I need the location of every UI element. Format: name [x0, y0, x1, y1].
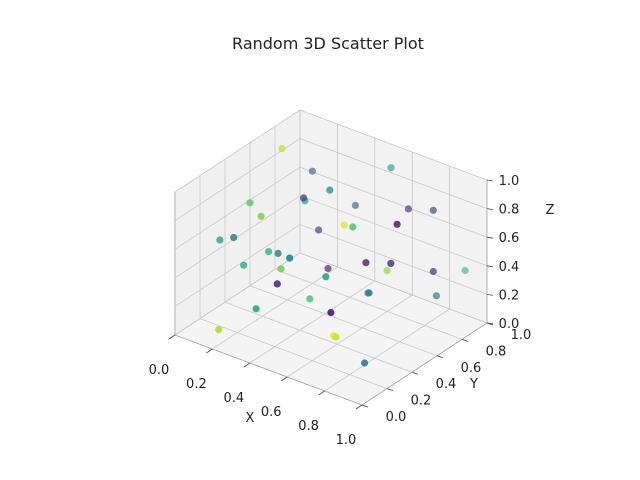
scatter-point [429, 206, 437, 214]
y-axis-label: Y [469, 377, 478, 392]
y-tick-mark [361, 404, 369, 408]
y-axis-line [361, 322, 488, 406]
x-axis-label: X [246, 411, 255, 426]
scatter-point [230, 233, 238, 242]
scatter-point [278, 145, 286, 153]
scatter-point [273, 280, 281, 288]
scatter-point [383, 267, 391, 275]
scatter-point [332, 333, 340, 341]
y-tick-mark [411, 371, 419, 375]
x-tick-mark [206, 348, 213, 354]
scatter-point [324, 264, 332, 273]
x-tick-mark [280, 376, 288, 382]
scatter-point [257, 212, 265, 220]
z-tick-label: 0.4 [499, 260, 520, 275]
y-tick-label: 0.8 [486, 344, 507, 359]
z-tick-label: 0.2 [499, 288, 520, 303]
scatter-point [300, 194, 308, 202]
z-axis-label: Z [546, 203, 555, 218]
x-axis-line [174, 334, 363, 406]
scatter-point [349, 223, 357, 231]
scatter-point [277, 265, 285, 273]
z-tick-label: 1.0 [499, 174, 520, 189]
tick-labels: 0.00.20.40.60.81.00.00.20.40.60.81.00.00… [149, 174, 532, 448]
scatter-point [265, 248, 273, 256]
x-tick-label: 1.0 [336, 433, 357, 448]
y-tick-mark [436, 355, 444, 359]
scatter-point [215, 326, 223, 334]
scatter-point [404, 205, 412, 213]
scatter-point [216, 236, 224, 244]
back-pane [300, 110, 487, 323]
z-grid-line [174, 138, 488, 221]
scatter-point [315, 226, 323, 234]
z-grid-line [174, 195, 488, 279]
scatter-point [308, 167, 316, 175]
x-tick-mark [355, 404, 363, 410]
scatter-point [365, 289, 373, 297]
z-grid-line [174, 223, 488, 307]
z-tick-mark [486, 294, 494, 296]
x-tick-label: 0.4 [223, 391, 244, 406]
scatter-point [274, 249, 282, 257]
scatter-point [340, 221, 348, 229]
axis-panes [175, 110, 487, 405]
x-tick-label: 0.8 [298, 419, 319, 434]
y-tick-label: 1.0 [511, 328, 532, 343]
scatter-point [432, 292, 440, 300]
chart-title: Random 3D Scatter Plot [232, 34, 424, 53]
x-tick-label: 0.0 [149, 363, 170, 378]
x-tick-label: 0.6 [261, 405, 282, 420]
z-tick-mark [486, 265, 494, 268]
z-tick-label: 0.0 [499, 317, 520, 332]
scatter-point [351, 201, 359, 209]
x-tick-label: 0.2 [186, 377, 207, 392]
scatter-points [215, 145, 469, 367]
axis-lines [174, 180, 488, 406]
scatter-point [362, 259, 370, 267]
scatter-point [252, 305, 260, 313]
scatter-point [361, 359, 369, 367]
z-tick-mark [486, 236, 494, 239]
scatter-point [322, 273, 330, 281]
z-grid-line [174, 166, 488, 250]
y-tick-label: 0.2 [411, 394, 432, 409]
scatter-point [327, 308, 335, 317]
scatter-point [326, 186, 334, 194]
scatter-point [393, 220, 401, 228]
z-tick-label: 0.6 [499, 231, 520, 246]
z-grid-line [174, 109, 488, 193]
z-tick-label: 0.8 [499, 203, 520, 218]
scatter-point [286, 254, 294, 262]
x-tick-mark [168, 334, 176, 340]
x-tick-mark [243, 362, 251, 368]
x-tick-mark [318, 390, 325, 396]
scatter-point [240, 261, 248, 269]
y-tick-label: 0.6 [461, 361, 482, 376]
scatter-point [387, 259, 395, 267]
z-grid-line [174, 252, 488, 336]
z-tick-mark [486, 208, 494, 210]
y-tick-label: 0.4 [436, 377, 457, 392]
y-tick-mark [386, 388, 394, 391]
z-tick-mark [486, 322, 494, 325]
scatter-point [461, 266, 469, 275]
floor-pane [175, 253, 487, 405]
scatter-point [429, 267, 437, 276]
y-tick-mark [461, 339, 469, 342]
scatter-point [387, 164, 395, 172]
left-pane [175, 110, 300, 335]
scatter-point [306, 295, 314, 303]
scatter-point [246, 199, 254, 207]
y-tick-label: 0.0 [386, 410, 407, 425]
z-tick-mark [486, 179, 494, 182]
